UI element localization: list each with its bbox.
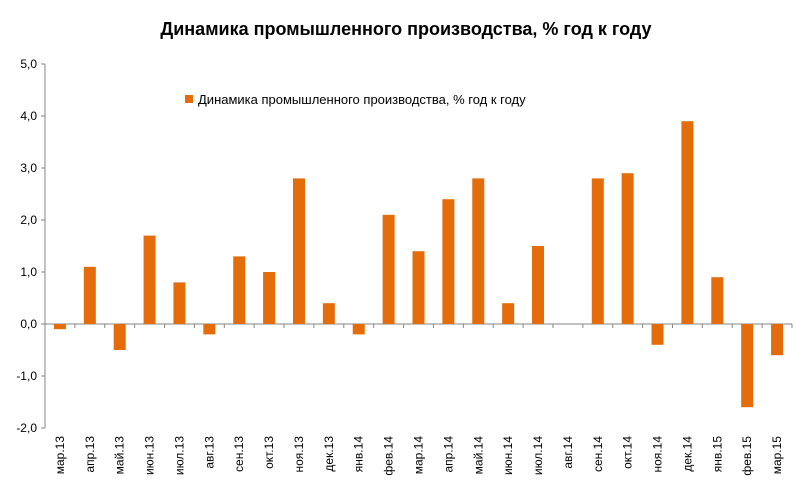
x-tick-label: мар.15 xyxy=(770,436,784,475)
y-tick-label: 4,0 xyxy=(20,109,37,123)
bar xyxy=(651,324,664,345)
bar xyxy=(741,324,754,408)
legend: Динамика промышленного производства, % г… xyxy=(185,92,526,107)
bar xyxy=(621,173,634,324)
x-tick-label: июн.13 xyxy=(143,436,157,475)
bar xyxy=(263,272,276,324)
x-tick-label: фев.15 xyxy=(740,436,754,476)
bar xyxy=(352,324,365,335)
bar xyxy=(412,251,425,324)
x-tick-label: сен.13 xyxy=(232,436,246,472)
bar xyxy=(771,324,784,356)
bar xyxy=(292,178,305,324)
y-tick-label: -1,0 xyxy=(16,369,37,383)
x-tick-label: июл.14 xyxy=(531,436,545,475)
bar xyxy=(173,282,186,324)
bar xyxy=(233,256,246,324)
bar xyxy=(532,246,545,324)
x-tick-label: апр.13 xyxy=(83,436,97,473)
bars xyxy=(53,121,784,408)
y-tick-label: 0,0 xyxy=(20,317,37,331)
bar xyxy=(502,303,515,324)
bar xyxy=(203,324,216,335)
bar xyxy=(322,303,335,324)
x-tick-label: мар.14 xyxy=(412,436,426,475)
x-tick-label: май.13 xyxy=(113,436,127,475)
x-tick-label: янв.14 xyxy=(352,436,366,473)
x-tick-label: авг.14 xyxy=(561,436,575,469)
x-tick-label: май.14 xyxy=(471,436,485,475)
x-tick-label: июл.13 xyxy=(172,436,186,475)
y-tick-label: -2,0 xyxy=(16,421,37,435)
x-tick-label: июн.14 xyxy=(501,436,515,475)
y-tick-label: 2,0 xyxy=(20,213,37,227)
y-tick-label: 5,0 xyxy=(20,57,37,71)
bar xyxy=(382,214,395,324)
x-tick-label: дек.13 xyxy=(322,436,336,472)
bar xyxy=(83,266,96,324)
x-tick-label: сен.14 xyxy=(591,436,605,472)
chart-title: Динамика промышленного производства, % г… xyxy=(160,19,651,39)
legend-label: Динамика промышленного производства, % г… xyxy=(198,92,526,107)
bar xyxy=(143,235,156,324)
bar xyxy=(681,121,694,324)
bar xyxy=(113,324,126,350)
x-tick-label: окт.13 xyxy=(262,436,276,469)
x-tick-label: мар.13 xyxy=(53,436,67,475)
legend-swatch xyxy=(185,95,193,103)
x-tick-label: янв.15 xyxy=(710,436,724,473)
bar xyxy=(53,324,66,330)
y-tick-label: 3,0 xyxy=(20,161,37,175)
bar xyxy=(472,178,485,324)
x-tick-label: ноя.13 xyxy=(292,436,306,473)
x-tick-label: дек.14 xyxy=(680,436,694,472)
x-tick-label: апр.14 xyxy=(441,436,455,473)
x-tick-label: авг.13 xyxy=(202,436,216,469)
x-tick-label: окт.14 xyxy=(621,436,635,469)
y-tick-label: 1,0 xyxy=(20,265,37,279)
bar xyxy=(442,199,455,324)
x-axis-ticks: мар.13 апр.13 май.13 июн.13 июл.13 авг.13 сен.… xyxy=(53,436,784,476)
bar xyxy=(711,277,724,324)
y-axis-ticks: 5,0 4,0 3,0 2,0 1,0 0,0 -1,0 -2,0 xyxy=(16,57,45,435)
bar xyxy=(591,178,604,324)
x-tick-label: фев.14 xyxy=(382,436,396,476)
x-tick-label: ноя.14 xyxy=(651,436,665,473)
axes xyxy=(44,64,793,428)
